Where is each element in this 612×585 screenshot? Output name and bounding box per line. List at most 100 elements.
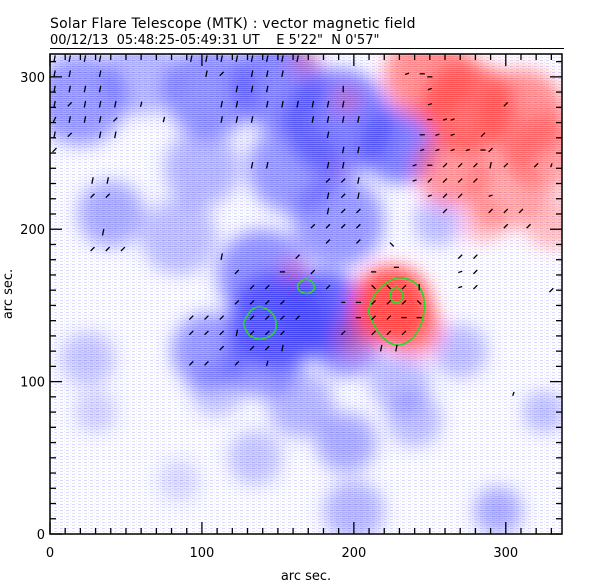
field-vector — [249, 284, 255, 290]
field-vector — [326, 161, 330, 169]
field-vector — [68, 70, 72, 78]
field-vector — [457, 193, 463, 199]
field-vector — [450, 118, 455, 121]
field-vector — [83, 85, 87, 93]
contour-positive-main — [368, 276, 426, 346]
field-vector — [53, 85, 56, 93]
field-vector — [356, 239, 361, 244]
field-vector — [442, 162, 448, 168]
y-tick-label: 200 — [20, 223, 45, 238]
field-vector — [205, 70, 208, 78]
y-tick-labels: 0 100 200 300 — [20, 71, 45, 543]
field-vector — [90, 246, 95, 252]
field-vector — [325, 284, 331, 290]
field-vector — [220, 253, 223, 261]
field-vector — [311, 100, 315, 108]
field-vector — [442, 208, 448, 214]
field-vector — [412, 163, 417, 167]
field-vector — [450, 148, 455, 152]
field-vector — [389, 242, 395, 247]
field-vector — [503, 162, 509, 168]
field-vector — [112, 117, 118, 122]
field-vector — [281, 70, 284, 78]
field-vector — [190, 55, 193, 62]
field-vector — [357, 177, 360, 184]
field-vector — [386, 315, 392, 321]
field-vector — [435, 133, 440, 137]
field-vector — [98, 116, 102, 123]
chart-title: Solar Flare Telescope (MTK) : vector mag… — [50, 16, 416, 32]
field-vector — [371, 299, 377, 305]
field-vector — [311, 116, 315, 123]
field-vector — [340, 223, 346, 229]
field-vector — [310, 223, 316, 229]
field-vector — [326, 116, 330, 123]
field-vector — [162, 116, 166, 123]
field-vector — [326, 131, 330, 139]
field-vector — [503, 208, 509, 214]
field-vector — [250, 55, 254, 62]
field-vector — [139, 101, 143, 108]
field-vector — [472, 178, 478, 183]
field-vector — [386, 284, 392, 290]
field-vector — [265, 100, 269, 108]
field-vector — [371, 330, 377, 336]
field-vector — [442, 178, 448, 183]
observation-info: 00/12/13 05:48:25-05:49:31 UT E 5'22" N … — [50, 33, 379, 48]
x-tick-label: 100 — [190, 546, 215, 561]
field-vector — [325, 239, 331, 244]
field-vector — [550, 163, 553, 168]
field-vector — [235, 329, 239, 337]
field-vector — [264, 330, 270, 336]
field-vector — [526, 223, 531, 229]
field-vector — [457, 254, 463, 260]
field-vector — [265, 360, 269, 367]
field-vector — [188, 330, 194, 336]
subtitle-underline — [50, 48, 564, 49]
field-vector — [234, 269, 240, 275]
x-tick-labels: 0 100 200 300 — [46, 546, 518, 561]
field-vector — [340, 193, 346, 199]
field-vector — [533, 162, 539, 168]
field-vector — [386, 299, 392, 305]
field-vector — [204, 315, 209, 321]
field-vector — [114, 131, 117, 139]
field-vector — [53, 70, 56, 78]
y-axis-label: arc sec. — [1, 269, 16, 319]
field-vector — [442, 118, 448, 121]
contour-negative-core — [242, 306, 277, 340]
field-vector — [106, 177, 110, 184]
field-vector — [296, 55, 299, 62]
field-vector — [401, 284, 407, 290]
field-vector — [472, 254, 478, 260]
field-vector — [457, 178, 463, 183]
field-vector — [249, 315, 255, 321]
field-vector — [341, 100, 345, 108]
x-tick-label: 0 — [46, 546, 54, 561]
field-vector — [458, 285, 463, 289]
field-vector — [340, 178, 346, 183]
field-vector — [488, 147, 494, 153]
field-vector — [326, 100, 330, 108]
field-vector — [458, 270, 463, 274]
y-tick-label: 300 — [20, 71, 45, 86]
field-vector — [472, 269, 478, 275]
field-vector — [379, 344, 383, 352]
field-vector — [325, 223, 331, 229]
field-vector — [52, 116, 57, 123]
field-vector — [235, 100, 239, 108]
field-vector — [219, 330, 225, 336]
field-vector — [264, 345, 270, 351]
field-vector — [219, 345, 225, 351]
field-vector — [114, 100, 117, 108]
field-vector — [67, 132, 73, 138]
field-vector — [264, 284, 270, 290]
field-vector — [512, 391, 515, 396]
field-vector — [489, 161, 492, 169]
field-vector — [572, 148, 576, 152]
field-vector — [548, 287, 554, 293]
field-vector — [503, 101, 509, 107]
field-vector — [326, 192, 330, 200]
field-vector — [265, 70, 269, 78]
plot-frame — [49, 53, 563, 535]
